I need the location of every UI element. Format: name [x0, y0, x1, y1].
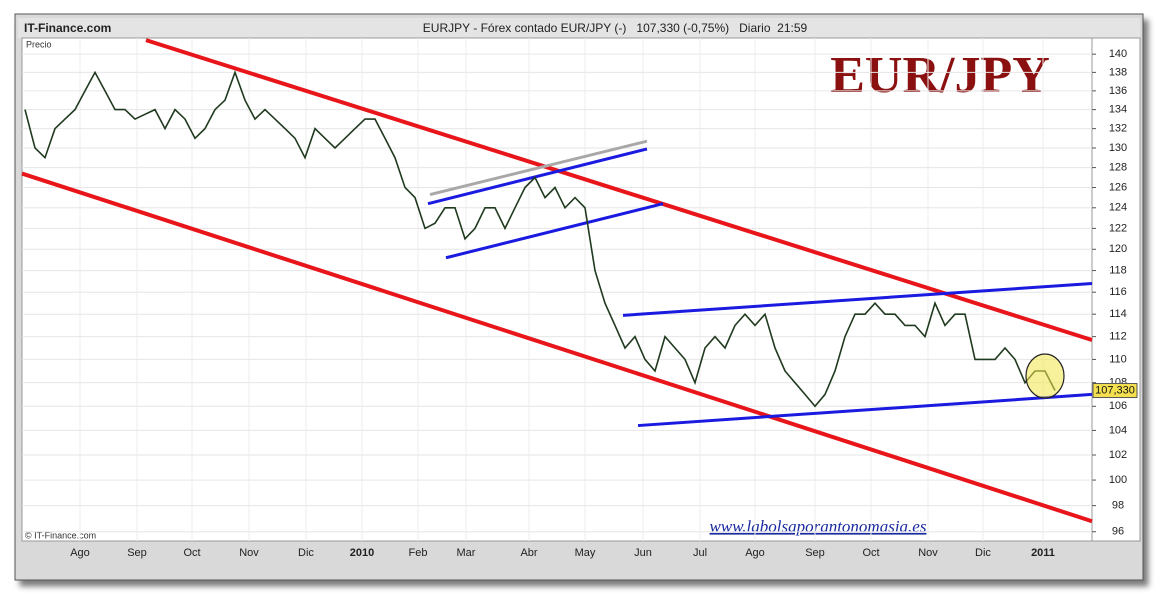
y-tick-label: 96 — [1112, 526, 1124, 538]
x-tick-label: Nov — [239, 547, 259, 559]
plot-area — [21, 37, 1093, 542]
y-tick-label: 106 — [1109, 400, 1127, 412]
y-tick-label: 132 — [1109, 123, 1127, 135]
x-tick-label: May — [575, 547, 596, 559]
y-tick-label: 122 — [1109, 222, 1127, 234]
price-line — [24, 70, 1056, 408]
y-tick-label: 118 — [1109, 264, 1127, 276]
x-tick-label: Jul — [693, 547, 707, 559]
last-price-box — [1092, 383, 1138, 399]
y-tick-label: 100 — [1109, 474, 1127, 486]
y-tick-label: 140 — [1109, 48, 1127, 60]
y-tick-label: 134 — [1109, 104, 1127, 116]
source: IT-Finance.com — [24, 21, 111, 35]
x-tick-label: Nov — [918, 547, 938, 559]
header-bar — [18, 18, 1140, 38]
x-tick-label: Mar — [457, 547, 476, 559]
x-tick-label: 2011 — [1031, 547, 1055, 559]
y-tick-label: 114 — [1109, 308, 1127, 320]
x-tick-label: Oct — [183, 547, 200, 559]
y-tick-label: 110 — [1109, 353, 1127, 365]
y-tick-label: 102 — [1109, 449, 1127, 461]
y-tick-label: 116 — [1109, 286, 1127, 298]
y-label: Precio — [26, 39, 52, 49]
y-tick-label: 130 — [1109, 142, 1127, 154]
y-tick-label: 136 — [1109, 85, 1127, 97]
trendline — [427, 147, 648, 206]
y-tick-label: 120 — [1109, 243, 1127, 255]
trendline — [637, 392, 1093, 428]
last-price-label: 107,330 — [1095, 384, 1135, 396]
x-tick-label: Dic — [975, 547, 991, 559]
trendline — [21, 171, 1093, 524]
x-tick-label: Sep — [805, 547, 825, 559]
x-tick-label: 2010 — [350, 547, 374, 559]
x-tick-label: Oct — [862, 547, 879, 559]
trendline — [145, 38, 1093, 342]
y-tick-label: 104 — [1109, 424, 1127, 436]
y-axis-area — [1091, 37, 1141, 542]
highlight-circle — [1025, 353, 1065, 399]
trendline — [429, 139, 648, 197]
chart-title: EURJPY - Fórex contado EUR/JPY (-) 107,3… — [423, 21, 808, 35]
trendline — [622, 282, 1093, 317]
logo: EUR/JPY — [830, 47, 1050, 104]
x-tick-label: Dic — [298, 547, 314, 559]
trendline — [445, 202, 664, 260]
copyright: © IT-Finance.com — [25, 530, 96, 540]
x-tick-label: Ago — [745, 547, 765, 559]
y-tick-label: 124 — [1109, 202, 1127, 214]
x-tick-label: Sep — [127, 547, 147, 559]
website: www.labolsaporantonomasia.es — [710, 517, 927, 536]
y-tick-label: 112 — [1109, 331, 1127, 343]
x-tick-label: Ago — [70, 547, 90, 559]
y-tick-label: 128 — [1109, 162, 1127, 174]
y-tick-label: 126 — [1109, 181, 1127, 193]
y-tick-label: 138 — [1109, 66, 1127, 78]
x-tick-label: Feb — [409, 547, 428, 559]
x-tick-label: Abr — [520, 547, 537, 559]
y-tick-label: 98 — [1112, 500, 1124, 512]
x-tick-label: Jun — [634, 547, 652, 559]
